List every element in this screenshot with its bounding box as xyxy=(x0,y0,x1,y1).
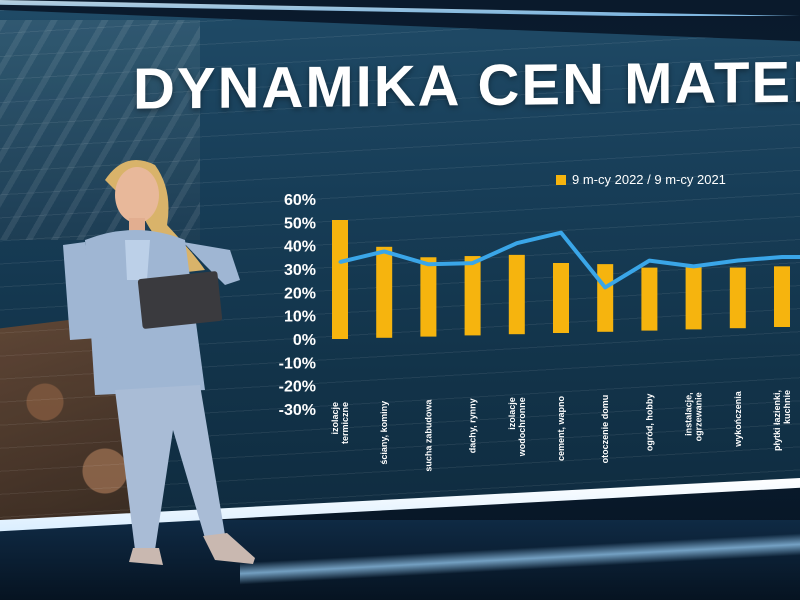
chart-legend: 9 m-cy 2022 / 9 m-cy 2021 xyxy=(556,172,726,187)
y-tick-label: 40% xyxy=(284,239,316,256)
x-tick-label: instalacje,ogrzewanie xyxy=(684,392,704,441)
bar xyxy=(332,220,348,339)
line-point xyxy=(736,259,740,263)
bar xyxy=(641,267,658,331)
x-tick-label: ściany, kominy xyxy=(379,401,389,465)
y-tick-label: -20% xyxy=(279,379,316,396)
presenter-tablet xyxy=(137,271,223,329)
legend-label: 9 m-cy 2022 / 9 m-cy 2021 xyxy=(572,172,726,187)
x-tick-label: płytki łazienki,kuchnie xyxy=(772,390,792,451)
presenter-shoe xyxy=(129,548,163,565)
presenter-face xyxy=(115,167,159,223)
bar xyxy=(508,254,525,335)
bar xyxy=(597,264,614,332)
line-point xyxy=(471,261,475,265)
bar xyxy=(774,266,790,327)
line-point xyxy=(382,249,386,253)
line-series-path xyxy=(339,230,800,290)
presenter-arm-left xyxy=(63,242,143,340)
line-point xyxy=(338,260,342,264)
x-tick-label: otoczenie domu xyxy=(600,395,610,464)
y-tick-label: 50% xyxy=(284,215,316,232)
line-point xyxy=(559,231,563,235)
line-point xyxy=(515,241,519,245)
x-axis-categories: izolacjetermiczne ściany, kominy sucha zab… xyxy=(330,390,792,472)
presenter-figure xyxy=(63,160,255,565)
presenter-arm-right xyxy=(183,242,240,285)
line-point xyxy=(647,259,651,263)
y-tick-label: -10% xyxy=(279,355,316,372)
line-point xyxy=(780,255,784,259)
bar xyxy=(420,257,437,337)
x-tick-label: ogród, hobby xyxy=(644,394,654,452)
x-tick-label: izolacjetermiczne xyxy=(330,402,350,444)
y-tick-label: 20% xyxy=(284,285,316,302)
y-tick-label: -30% xyxy=(279,402,316,419)
y-tick-label: 30% xyxy=(284,262,316,279)
line-point xyxy=(692,264,696,268)
x-tick-label: izolacjewodochronne xyxy=(507,397,527,457)
bar xyxy=(376,246,393,338)
legend-swatch xyxy=(556,174,566,185)
y-tick-label: 0% xyxy=(293,332,316,349)
line-series xyxy=(338,230,800,290)
bar xyxy=(685,266,702,330)
bar-series xyxy=(332,220,790,339)
line-point xyxy=(426,262,430,266)
x-tick-label: sucha zabudowa xyxy=(423,399,433,472)
y-axis: 60% 50% 40% 30% 20% 10% 0% -10% -20% -30% xyxy=(279,192,316,419)
line-point xyxy=(603,285,607,289)
y-tick-label: 10% xyxy=(284,309,316,326)
presenter-trousers xyxy=(115,385,225,550)
y-tick-label: 60% xyxy=(284,192,316,209)
x-tick-label: dachy, rynny xyxy=(468,398,478,453)
bar xyxy=(464,256,481,336)
x-tick-label: cement, wapno xyxy=(556,396,566,462)
bar xyxy=(553,263,569,333)
x-tick-label: wykończenia xyxy=(733,390,743,448)
presenter-shoe xyxy=(203,533,255,564)
bar xyxy=(729,267,746,329)
